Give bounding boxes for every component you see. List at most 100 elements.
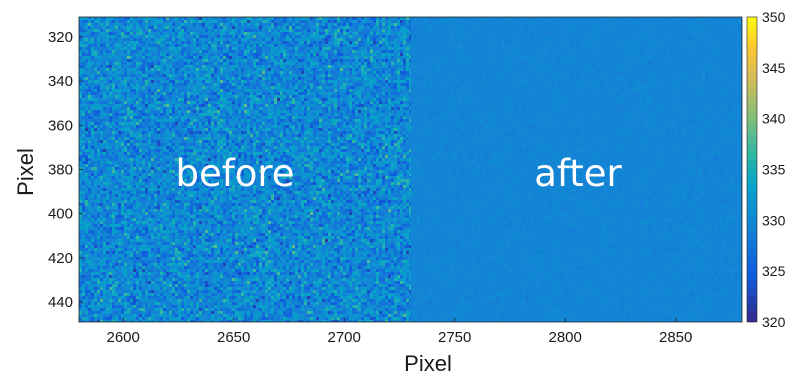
- heatmap-cell: [100, 110, 103, 113]
- heatmap-cell: [361, 134, 364, 137]
- heatmap-cell: [229, 137, 232, 140]
- heatmap-cell: [283, 77, 286, 80]
- heatmap-cell: [361, 47, 364, 50]
- heatmap-cell: [262, 146, 265, 149]
- heatmap-cell: [340, 41, 343, 44]
- heatmap-cell: [298, 65, 301, 68]
- heatmap-cell: [97, 119, 100, 122]
- heatmap-cell: [343, 35, 346, 38]
- heatmap-cell: [337, 62, 340, 65]
- heatmap-cell: [226, 137, 229, 140]
- heatmap-cell: [373, 29, 376, 32]
- heatmap-cell: [307, 119, 310, 122]
- heatmap-cell: [334, 35, 337, 38]
- heatmap-cell: [358, 86, 361, 89]
- heatmap-cell: [226, 20, 229, 23]
- heatmap-cell: [130, 116, 133, 119]
- heatmap-cell: [376, 122, 379, 125]
- heatmap-cell: [331, 104, 334, 107]
- heatmap-cell: [124, 134, 127, 137]
- heatmap-cell: [379, 95, 382, 98]
- heatmap-cell: [304, 50, 307, 53]
- heatmap-cell: [121, 80, 124, 83]
- heatmap-cell: [391, 101, 394, 104]
- heatmap-cell: [352, 113, 355, 116]
- heatmap-cell: [310, 38, 313, 41]
- heatmap-cell: [211, 74, 214, 77]
- heatmap-cell: [88, 23, 91, 26]
- heatmap-cell: [373, 134, 376, 137]
- heatmap-cell: [187, 20, 190, 23]
- heatmap-cell: [340, 95, 343, 98]
- heatmap-cell: [82, 131, 85, 134]
- heatmap-cell: [184, 41, 187, 44]
- heatmap-cell: [106, 56, 109, 59]
- heatmap-cell: [247, 68, 250, 71]
- heatmap-cell: [352, 143, 355, 146]
- heatmap-cell: [142, 95, 145, 98]
- heatmap-cell: [286, 140, 289, 143]
- heatmap-cell: [148, 41, 151, 44]
- heatmap-cell: [226, 146, 229, 149]
- heatmap-cell: [88, 80, 91, 83]
- heatmap-cell: [82, 65, 85, 68]
- heatmap-cell: [238, 83, 241, 86]
- heatmap-cell: [397, 56, 400, 59]
- heatmap-cell: [328, 119, 331, 122]
- heatmap-cell: [238, 143, 241, 146]
- heatmap-cell: [262, 83, 265, 86]
- heatmap-cell: [181, 56, 184, 59]
- heatmap-cell: [406, 74, 409, 77]
- heatmap-cell: [187, 98, 190, 101]
- heatmap-cell: [166, 101, 169, 104]
- heatmap-cell: [379, 29, 382, 32]
- heatmap-cell: [187, 77, 190, 80]
- heatmap-cell: [235, 59, 238, 62]
- heatmap-cell: [256, 107, 259, 110]
- heatmap-cell: [79, 59, 82, 62]
- heatmap-cell: [403, 77, 406, 80]
- heatmap-cell: [199, 149, 202, 152]
- heatmap-cell: [250, 71, 253, 74]
- heatmap-cell: [394, 98, 397, 101]
- heatmap-cell: [358, 140, 361, 143]
- heatmap-cell: [406, 98, 409, 101]
- heatmap-cell: [169, 143, 172, 146]
- heatmap-cell: [166, 29, 169, 32]
- heatmap-cell: [271, 23, 274, 26]
- heatmap-cell: [172, 107, 175, 110]
- heatmap-cell: [280, 44, 283, 47]
- heatmap-cell: [121, 50, 124, 53]
- heatmap-cell: [343, 110, 346, 113]
- heatmap-cell: [217, 26, 220, 29]
- heatmap-cell: [226, 50, 229, 53]
- heatmap-cell: [358, 95, 361, 98]
- heatmap-cell: [349, 149, 352, 152]
- heatmap-cell: [355, 119, 358, 122]
- heatmap-cell: [328, 35, 331, 38]
- heatmap-cell: [304, 74, 307, 77]
- heatmap-cell: [271, 71, 274, 74]
- heatmap-cell: [226, 65, 229, 68]
- heatmap-cell: [175, 65, 178, 68]
- heatmap-cell: [343, 56, 346, 59]
- heatmap-cell: [259, 71, 262, 74]
- heatmap-cell: [361, 116, 364, 119]
- heatmap-cell: [148, 38, 151, 41]
- heatmap-cell: [175, 125, 178, 128]
- heatmap-cell: [187, 146, 190, 149]
- heatmap-cell: [154, 122, 157, 125]
- heatmap-cell: [409, 116, 411, 119]
- heatmap-cell: [139, 23, 142, 26]
- heatmap-cell: [256, 44, 259, 47]
- heatmap-cell: [196, 137, 199, 140]
- heatmap-cell: [184, 29, 187, 32]
- heatmap-cell: [85, 137, 88, 140]
- heatmap-cell: [109, 26, 112, 29]
- heatmap-cell: [331, 116, 334, 119]
- heatmap-cell: [370, 119, 373, 122]
- heatmap-cell: [247, 131, 250, 134]
- heatmap-cell: [151, 104, 154, 107]
- heatmap-cell: [226, 119, 229, 122]
- heatmap-cell: [97, 71, 100, 74]
